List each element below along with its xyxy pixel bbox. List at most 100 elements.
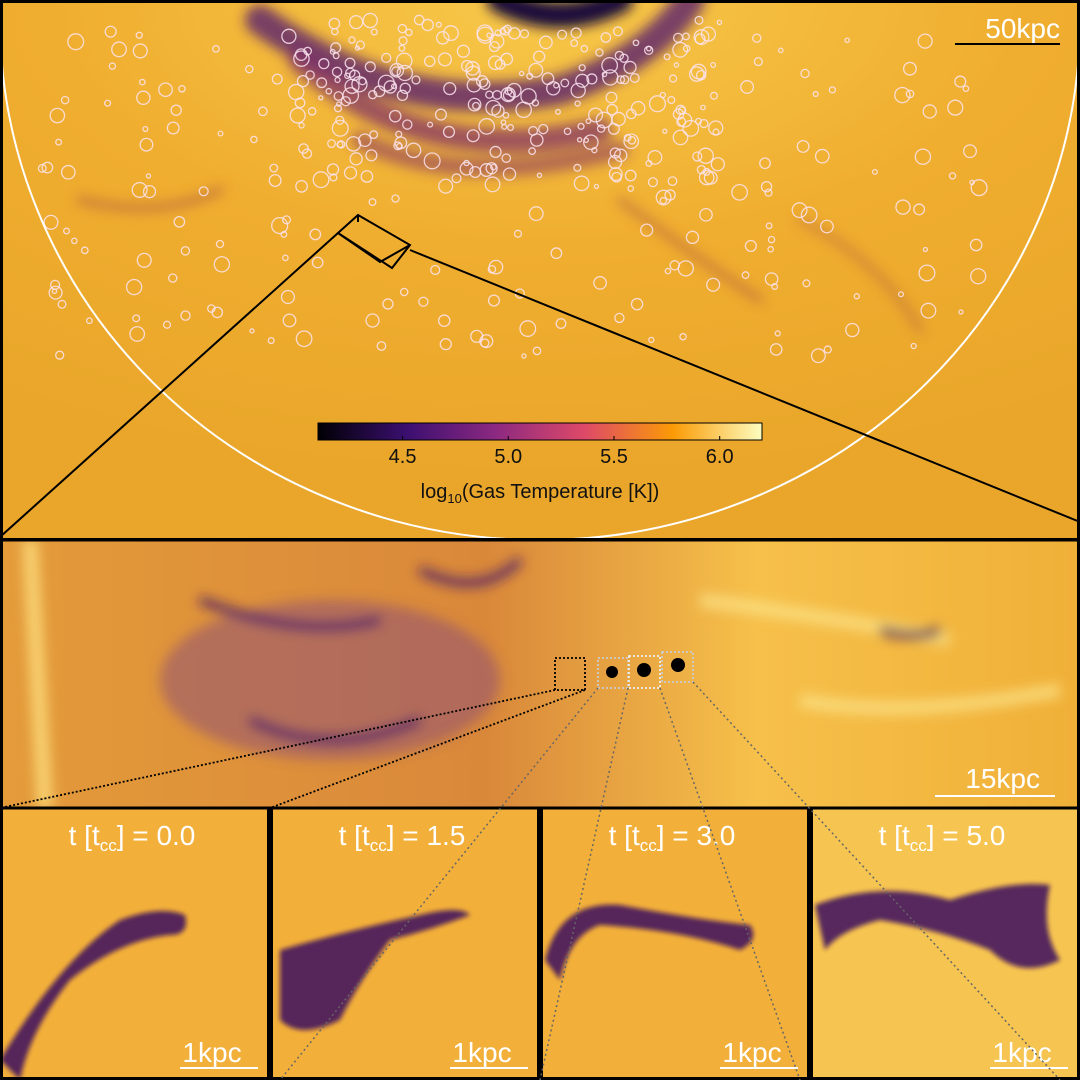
particle: [536, 172, 543, 179]
particle: [57, 299, 67, 309]
particle: [576, 137, 583, 143]
particle: [528, 206, 544, 222]
particle: [132, 314, 141, 323]
particle: [669, 260, 681, 271]
particle: [456, 44, 470, 58]
particle: [104, 99, 112, 107]
particle: [667, 176, 678, 187]
particle-circles: [37, 12, 988, 364]
particle: [614, 312, 625, 324]
particle: [769, 343, 783, 356]
particle: [679, 332, 687, 341]
particle: [619, 53, 629, 63]
particle: [388, 109, 402, 123]
particle: [443, 25, 459, 42]
particle: [494, 29, 502, 37]
scale-label: 1kpc: [992, 1037, 1051, 1068]
particle: [358, 77, 367, 86]
particle: [139, 137, 154, 152]
particle: [699, 207, 713, 222]
particle: [947, 99, 964, 116]
particle: [282, 254, 289, 262]
particle: [329, 173, 338, 182]
particle: [427, 121, 434, 128]
particle: [478, 78, 491, 91]
particle: [814, 148, 830, 164]
particle: [250, 135, 258, 144]
particle: [60, 164, 76, 180]
bottom-panel: t [tcc] = 3.0 1kpc: [540, 806, 810, 1080]
particle: [334, 76, 341, 84]
particle: [470, 329, 484, 343]
particle: [136, 90, 151, 106]
particle: [616, 75, 626, 85]
clouds: [606, 658, 685, 678]
particle: [796, 139, 810, 153]
particle: [336, 101, 342, 107]
particle: [104, 25, 117, 38]
particle: [413, 14, 425, 26]
particle: [744, 239, 757, 252]
particle: [910, 342, 917, 350]
particle: [519, 29, 530, 39]
particle: [668, 74, 678, 83]
particle: [673, 62, 680, 68]
particle: [136, 252, 152, 268]
particle: [560, 78, 570, 88]
particle: [451, 173, 462, 184]
particle: [492, 90, 502, 100]
particle: [506, 82, 522, 98]
particle: [443, 82, 457, 96]
particle: [820, 219, 834, 234]
particle: [333, 104, 343, 113]
colorbar-ticks: 4.5 5.0 5.5 6.0: [389, 436, 734, 468]
particle: [573, 163, 582, 172]
particle: [162, 320, 172, 329]
colorbar: [317, 422, 763, 441]
particle: [627, 185, 635, 192]
particle: [484, 176, 501, 193]
particle: [706, 277, 721, 292]
zoom-box: [0, 213, 1080, 538]
particle: [672, 129, 689, 146]
particle: [593, 183, 600, 190]
particle: [397, 23, 408, 34]
particle: [80, 246, 89, 255]
particle: [716, 19, 723, 26]
particle: [608, 167, 623, 182]
particle: [111, 41, 127, 58]
particle: [682, 119, 700, 137]
particle: [555, 318, 567, 330]
scale-label: 1kpc: [722, 1037, 781, 1068]
particle: [623, 60, 637, 75]
particle: [573, 175, 590, 192]
particle: [741, 271, 750, 280]
particle: [520, 88, 537, 105]
particle: [800, 206, 818, 224]
particle: [318, 58, 330, 70]
particle: [55, 350, 65, 360]
particle: [478, 118, 496, 135]
particle: [580, 44, 589, 53]
label-part: t [t: [609, 820, 640, 851]
particle: [301, 148, 313, 159]
particle: [354, 45, 361, 51]
time-label: t [tcc] = 5.0: [879, 820, 1006, 855]
top-panel: 50kpc 4.5 5.0 5.5 6.0 log10(Gas Temperature…: [0, 0, 1080, 540]
particle: [369, 130, 379, 140]
particle: [553, 82, 560, 89]
particle: [490, 163, 497, 171]
particle: [280, 289, 296, 305]
particle: [63, 227, 70, 235]
particle: [307, 106, 317, 116]
particle: [343, 166, 358, 180]
particle: [677, 112, 693, 128]
particle: [630, 297, 644, 311]
cloud: [545, 904, 754, 980]
particle: [360, 170, 374, 183]
particle: [538, 123, 549, 135]
particle: [647, 177, 659, 188]
particle: [180, 310, 191, 321]
particle: [331, 27, 339, 36]
particle: [501, 153, 512, 163]
